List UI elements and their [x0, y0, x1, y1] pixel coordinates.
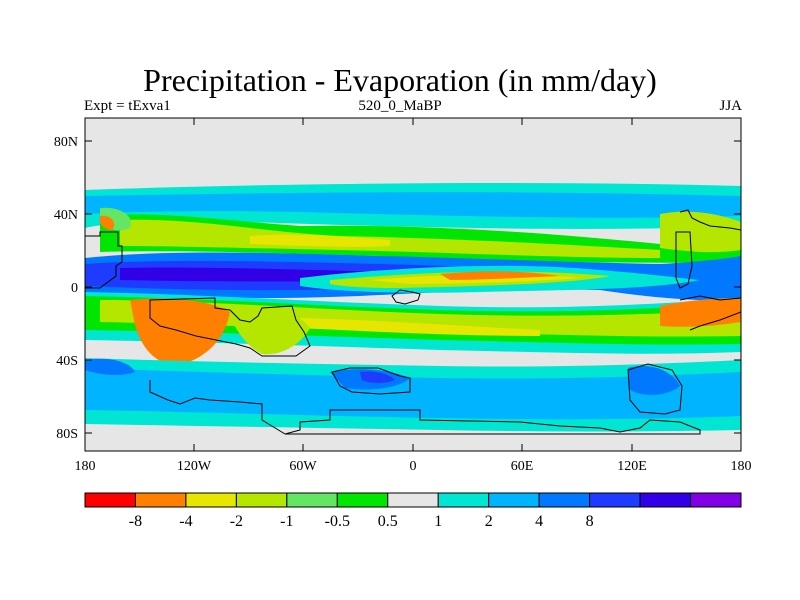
colorbar-label: -0.5: [325, 513, 350, 530]
coastline-continent-south: [149, 297, 311, 357]
coastline-north-peninsula: [675, 231, 693, 289]
field-north-dry-yellowgreen: [120, 219, 660, 258]
colorbar-swatch: [690, 492, 742, 508]
field-continent-orange: [130, 298, 230, 366]
colorbar-swatch: [538, 492, 591, 508]
colorbar-label: -8: [129, 513, 142, 530]
y-tick-label: 80S: [56, 427, 78, 442]
y-tick-label: 80N: [54, 135, 78, 150]
coastline-east-south: [679, 295, 741, 331]
colorbar-swatch: [235, 492, 288, 508]
colorbar-swatch: [185, 492, 237, 508]
y-axis: 80N 40N 0 40S 80S: [54, 135, 741, 442]
field-north-lightblue: [85, 192, 741, 218]
x-tick-label: 120W: [177, 459, 212, 474]
coastline-north-east: [679, 209, 741, 231]
x-tick-label: 180: [731, 459, 752, 474]
y-tick-label: 0: [71, 281, 78, 296]
colorbar-label: 2: [485, 513, 493, 530]
field-america-west-orange: [99, 215, 115, 230]
field-south-yellow: [300, 318, 540, 336]
coastline-east-landmass: [627, 363, 683, 415]
colorbar-swatch: [134, 492, 187, 508]
colorbar-label: 1: [434, 513, 442, 530]
colorbar-swatch: [488, 492, 540, 508]
coastline-polar-continent: [284, 409, 701, 435]
colorbar-swatch: [437, 492, 490, 508]
coastline-south-islands: [331, 367, 411, 395]
field-south-blue-east: [628, 366, 680, 395]
colorbar-label: -1: [280, 513, 293, 530]
colorbar-label: 8: [586, 513, 594, 530]
y-tick-label: 40S: [56, 354, 78, 369]
x-tick-label: 60W: [289, 459, 317, 474]
field-south-storm-lightblue: [85, 368, 741, 420]
season-label: JJA: [719, 98, 742, 114]
coastline-west-america: [85, 231, 123, 289]
colorbar-swatch: [387, 492, 439, 508]
colorbar-swatch: [336, 492, 389, 508]
colorbar-label: 0.5: [378, 513, 398, 530]
field-equator-orange: [440, 271, 560, 280]
x-tick-label: 120E: [617, 459, 647, 474]
colorbar-swatch: [589, 492, 641, 508]
map-title: Precipitation - Evaporation (in mm/day): [143, 62, 657, 98]
field-south-deepblue-west: [360, 371, 395, 383]
colorbar-label: 4: [535, 513, 543, 530]
map-field: [85, 118, 741, 451]
x-tick-label: 0: [410, 459, 417, 474]
field-inland-yellowgreen: [230, 308, 310, 355]
coastline-polar-west: [149, 380, 286, 435]
field-south-blue-far-west: [85, 358, 135, 376]
y-tick-label: 40N: [54, 208, 78, 223]
coastlines: [85, 209, 741, 435]
colorbar-label: -4: [179, 513, 192, 530]
period-label: 520_0_MaBP: [358, 98, 442, 114]
field-north-dry-yellow: [250, 234, 390, 247]
coastline-central-island: [391, 289, 421, 305]
colorbar-label: -2: [230, 513, 243, 530]
experiment-label: Expt = tExva1: [84, 98, 171, 114]
colorbar-swatch: [286, 492, 338, 508]
x-tick-label: 60E: [511, 459, 534, 474]
x-axis: 180 120W 60W 0 60E 120E 180: [75, 118, 752, 474]
colorbar-swatch: [84, 492, 136, 508]
x-tick-label: 180: [75, 459, 96, 474]
colorbar: -8 -4 -2 -1 -0.5 0.5 1 2 4 8: [84, 492, 742, 530]
field-asia-yellowgreen: [660, 211, 741, 253]
colorbar-swatch: [639, 492, 692, 508]
